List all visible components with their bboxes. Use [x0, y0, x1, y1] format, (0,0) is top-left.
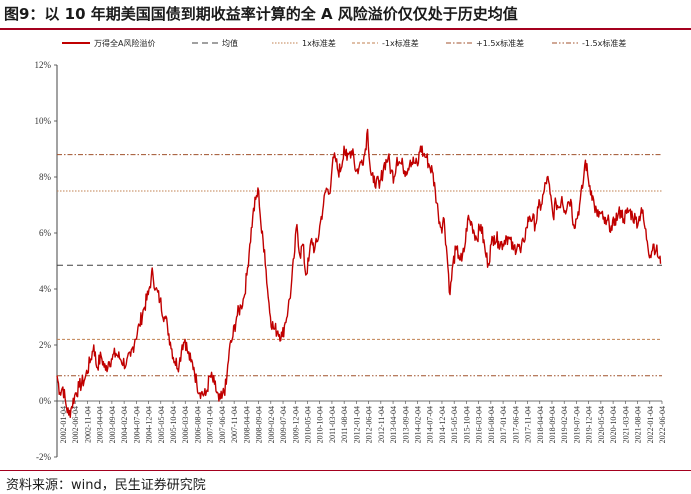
y-tick-label: 4%: [39, 284, 52, 294]
legend-label-3: -1x标准差: [382, 38, 419, 48]
x-tick-label: 2006-03-04: [181, 406, 190, 443]
x-tick-label: 2012-01-04: [352, 406, 361, 443]
x-tick-label: 2005-10-04: [169, 406, 178, 443]
x-tick-label: 2014-02-04: [414, 406, 423, 443]
x-tick-label: 2015-10-04: [462, 406, 471, 443]
source-divider: [0, 470, 691, 471]
x-tick-label: 2011-03-04: [328, 406, 337, 443]
legend-label-2: 1x标准差: [302, 38, 336, 48]
x-tick-label: 2006-08-04: [194, 406, 203, 443]
x-tick-label: 2009-12-04: [291, 406, 300, 443]
x-tick-label: 2016-03-04: [475, 406, 484, 443]
legend-label-5: -1.5x标准差: [582, 38, 626, 48]
x-tick-label: 2018-09-04: [548, 406, 557, 443]
x-tick-label: 2017-11-04: [524, 406, 533, 443]
x-tick-label: 2004-02-04: [120, 406, 129, 443]
figure-title: 图9：以 10 年期美国国债到期收益率计算的全 A 风险溢价仅仅处于历史均值: [4, 5, 518, 23]
x-tick-label: 2020-10-04: [609, 406, 618, 443]
legend-label-0: 万得全A风险溢价: [94, 38, 155, 48]
x-tick-label: 2017-06-04: [511, 406, 520, 443]
risk-premium-chart: -2% 0% 2% 4% 6% 8% 10% 12% 2002-01-04 2002-06-04…: [35, 38, 668, 462]
x-tick-label: 2009-07-04: [279, 406, 288, 443]
y-tick-label: 0%: [39, 396, 52, 406]
x-tick-label: 2004-07-04: [132, 406, 141, 443]
x-tick-label: 2004-12-04: [145, 406, 154, 443]
x-tick-label: 2021-03-04: [621, 406, 630, 443]
x-tick-label: 2010-10-04: [316, 406, 325, 443]
x-tick-label: 2022-01-04: [646, 406, 655, 443]
x-tick-label: 2019-02-04: [560, 406, 569, 443]
title-divider: [0, 28, 691, 30]
reference-lines: [57, 154, 662, 377]
y-tick-label: -2%: [36, 452, 51, 462]
x-axis-ticks: 2002-01-04 2002-06-04 2002-11-04 2003-04-04…: [59, 401, 667, 443]
x-tick-label: 2014-12-04: [438, 406, 447, 443]
x-tick-label: 2009-02-04: [267, 406, 276, 443]
x-tick-label: 2005-05-04: [157, 406, 166, 443]
x-tick-label: 2002-01-04: [59, 406, 68, 443]
x-tick-label: 2003-09-04: [108, 406, 117, 443]
y-tick-label: 2%: [39, 340, 52, 350]
x-tick-label: 2020-05-04: [597, 406, 606, 443]
x-tick-label: 2015-05-04: [450, 406, 459, 443]
x-tick-label: 2019-12-04: [585, 406, 594, 443]
source-note: 资料来源：wind，民生证券研究院: [6, 478, 206, 493]
x-tick-label: 2016-08-04: [487, 406, 496, 443]
x-tick-label: 2007-06-04: [218, 406, 227, 443]
x-tick-label: 2003-04-04: [96, 406, 105, 443]
x-tick-label: 2021-08-04: [634, 406, 643, 443]
x-tick-label: 2013-09-04: [401, 406, 410, 443]
y-tick-label: 6%: [39, 228, 52, 238]
x-tick-label: 2014-07-04: [426, 406, 435, 443]
x-tick-label: 2012-06-04: [365, 406, 374, 443]
x-tick-label: 2011-08-04: [340, 406, 349, 443]
y-tick-label: 10%: [35, 116, 52, 126]
x-tick-label: 2008-04-04: [242, 406, 251, 443]
x-tick-label: 2017-01-04: [499, 406, 508, 443]
x-tick-label: 2019-07-04: [572, 406, 581, 443]
x-tick-label: 2012-11-04: [377, 406, 386, 443]
legend: 万得全A风险溢价 均值 1x标准差 -1x标准差 +1.5x标准差 -1.5x标准差: [62, 38, 626, 48]
legend-label-1: 均值: [222, 38, 238, 48]
y-tick-label: 8%: [39, 172, 52, 182]
chart-frame: [56, 65, 662, 457]
series-line-risk-premium: [56, 128, 662, 419]
x-tick-label: 2010-05-04: [304, 406, 313, 443]
x-tick-label: 2013-04-04: [389, 406, 398, 443]
legend-label-4: +1.5x标准差: [476, 38, 524, 48]
x-tick-label: 2018-04-04: [536, 406, 545, 443]
x-tick-label: 2022-06-04: [658, 406, 667, 443]
x-tick-label: 2002-11-04: [83, 406, 92, 443]
y-tick-label: 12%: [35, 60, 52, 70]
x-tick-label: 2007-11-04: [230, 406, 239, 443]
x-tick-label: 2007-01-04: [206, 406, 215, 443]
x-tick-label: 2002-06-04: [71, 406, 80, 443]
x-tick-label: 2008-09-04: [255, 406, 264, 443]
y-axis-ticks: -2% 0% 2% 4% 6% 8% 10% 12%: [35, 60, 57, 462]
series-layer: [56, 128, 662, 419]
